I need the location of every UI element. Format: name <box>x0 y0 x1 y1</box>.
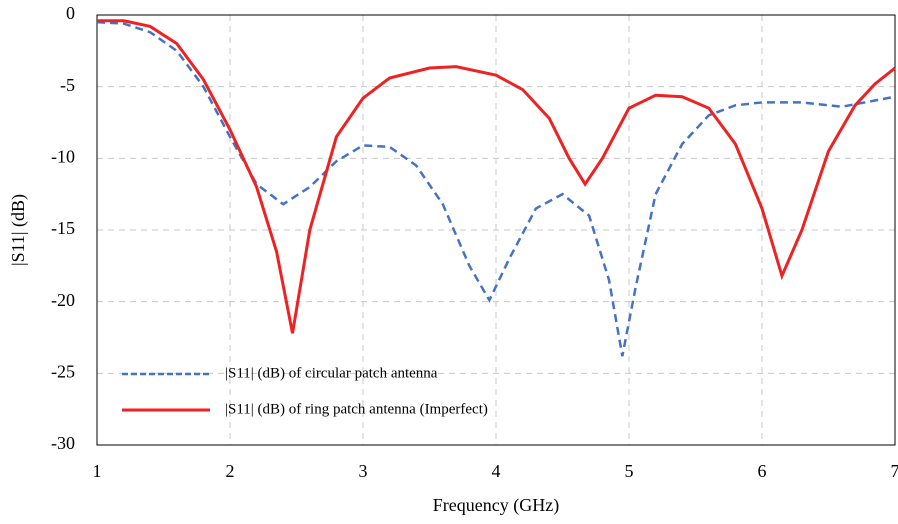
x-tick-label: 5 <box>625 461 634 481</box>
legend-label: |S11| (dB) of ring patch antenna (Imperf… <box>225 401 488 417</box>
y-tick-label: -20 <box>51 290 75 310</box>
x-tick-label: 1 <box>93 461 102 481</box>
y-tick-label: 0 <box>66 3 75 23</box>
x-tick-label: 7 <box>891 461 898 481</box>
y-tick-label: -15 <box>51 218 75 238</box>
x-tick-label: 4 <box>492 461 501 481</box>
y-tick-label: -30 <box>51 433 75 453</box>
line-series <box>96 20 896 357</box>
y-axis-label: |S11| (dB) <box>8 194 29 266</box>
x-tick-label: 3 <box>359 461 368 481</box>
x-tick-label: 6 <box>758 461 767 481</box>
y-tick-label: -25 <box>51 361 75 381</box>
y-tick-label: -10 <box>51 146 75 166</box>
x-axis-label: Frequency (GHz) <box>433 495 559 516</box>
y-tick-label: -5 <box>60 75 75 95</box>
line-series <box>97 19 896 334</box>
x-tick-label: 2 <box>226 461 235 481</box>
plot-frame <box>96 14 896 446</box>
legend-label: |S11| (dB) of circular patch antenna <box>225 365 438 381</box>
